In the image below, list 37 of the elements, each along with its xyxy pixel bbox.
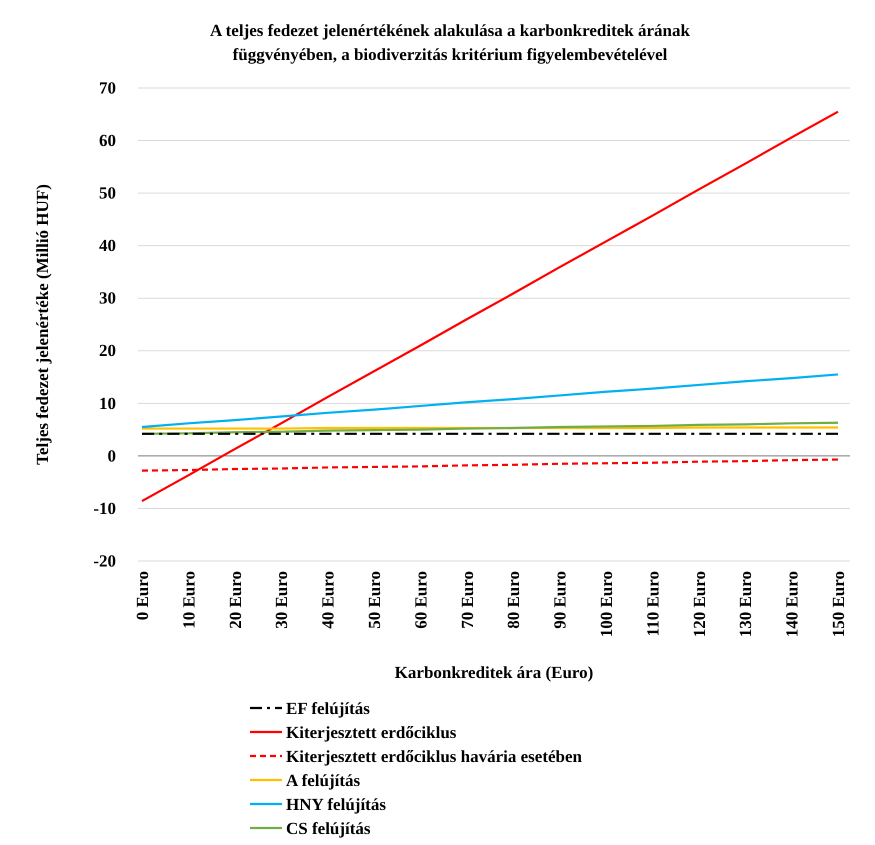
y-tick-label: 30 bbox=[99, 288, 116, 308]
x-tick-label: 100 Euro bbox=[596, 571, 616, 638]
x-tick-label: 30 Euro bbox=[272, 571, 292, 629]
y-tick-label: 60 bbox=[99, 130, 116, 150]
x-tick-label: 130 Euro bbox=[736, 571, 756, 638]
x-axis-title: Karbonkreditek ára (Euro) bbox=[394, 663, 594, 682]
x-tick-label: 120 Euro bbox=[690, 571, 709, 638]
x-tick-label: 150 Euro bbox=[828, 571, 848, 638]
line-series bbox=[140, 110, 840, 502]
x-tick-label: 50 Euro bbox=[364, 571, 384, 629]
y-tick-label: 50 bbox=[99, 184, 116, 203]
x-tick-label: 20 Euro bbox=[226, 571, 245, 629]
chart-title: A teljes fedezet jelenértékének alakulása a karbonkreditek árának függvényében, a biodiverzitás kritérium figyelembevételével bbox=[210, 21, 690, 64]
legend-label: Kiterjesztett erdőciklus bbox=[286, 722, 457, 742]
y-tick-label: 40 bbox=[99, 236, 116, 256]
legend-label: HNY felújítás bbox=[286, 794, 386, 814]
line-series bbox=[140, 373, 840, 428]
x-tick-label: 0 Euro bbox=[132, 571, 152, 620]
x-tick-label: 60 Euro bbox=[411, 571, 430, 629]
y-tick-label: 0 bbox=[108, 446, 116, 466]
y-tick-label: -20 bbox=[93, 551, 116, 570]
y-tick-label: 10 bbox=[99, 394, 116, 413]
x-tick-label: 70 Euro bbox=[458, 571, 477, 629]
x-tick-label: 40 Euro bbox=[318, 571, 338, 629]
x-tick-label: 10 Euro bbox=[179, 571, 198, 629]
x-tick-label: 80 Euro bbox=[504, 571, 524, 629]
y-tick-label: -10 bbox=[93, 498, 116, 518]
y-axis-title: Teljes fedezet jelenértéke (Millió HUF) bbox=[33, 184, 52, 465]
legend-label: EF felújítás bbox=[286, 698, 370, 718]
y-tick-label: 20 bbox=[99, 341, 116, 360]
x-tick-label: 110 Euro bbox=[643, 571, 662, 636]
x-tick-label: 140 Euro bbox=[782, 571, 802, 638]
x-tick-label: 90 Euro bbox=[550, 571, 570, 629]
legend-label: Kiterjesztett erdőciklus havária esetében bbox=[286, 746, 583, 766]
y-tick-label: 70 bbox=[99, 78, 116, 98]
legend-label: CS felújítás bbox=[286, 818, 371, 838]
legend-label: A felújítás bbox=[286, 770, 361, 790]
